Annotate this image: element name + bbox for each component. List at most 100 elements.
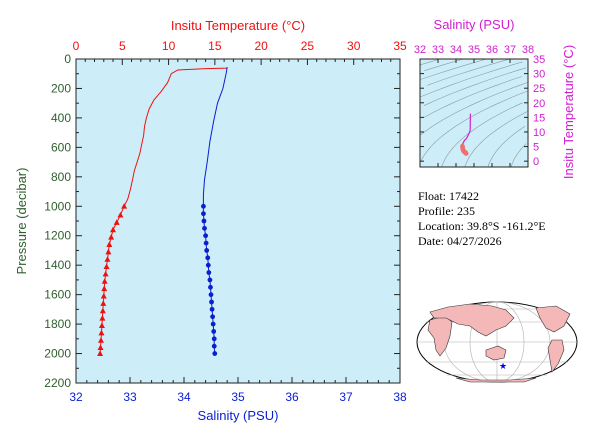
pressure-tick-label: 600	[51, 140, 71, 154]
plot-frame	[75, 58, 401, 384]
temperature-point	[110, 226, 117, 233]
temperature-point	[102, 270, 109, 277]
salinity-tick-label: 36	[285, 390, 299, 404]
landmass-north-america	[535, 305, 571, 333]
float-id-text: Float: 17422	[418, 189, 479, 203]
landmass-australia	[485, 345, 507, 361]
profile-chart: 0 5 10 15 20 25 30 35 32 33 34 35 36 37 38 0 200 400 600…	[14, 18, 407, 423]
temperature-point	[100, 300, 107, 306]
temperature-point	[121, 203, 128, 209]
temperature-point	[99, 307, 106, 314]
ts-salinity-tick-label: 32	[414, 44, 426, 56]
world-map: ★	[416, 301, 578, 383]
density-contour	[420, 58, 441, 66]
salinity-point	[203, 240, 209, 246]
ts-salinity-tick-labels: 32 33 34 35 36 37 38	[414, 44, 534, 56]
salinity-point	[205, 262, 211, 268]
ts-salinity-tick-label: 35	[468, 44, 480, 56]
salinity-tick-label: 35	[231, 390, 245, 404]
ts-salinity-tick-label: 34	[450, 44, 462, 56]
temperature-point	[103, 263, 110, 270]
main-series	[97, 67, 228, 356]
ts-salinity-tick-label: 38	[522, 44, 534, 56]
density-contour	[420, 61, 523, 98]
float-info: Float: 17422 Profile: 235 Location: 39.8…	[418, 189, 546, 248]
ts-temperature-tick-label: 10	[533, 127, 545, 139]
salinity-point	[211, 336, 217, 342]
ts-salinity-tick-label: 33	[432, 44, 444, 56]
pressure-tick-label: 1400	[44, 258, 71, 272]
temperature-tick-label: 35	[393, 39, 407, 53]
temperature-point	[97, 350, 104, 356]
salinity-point	[210, 321, 216, 327]
salinity-point	[206, 270, 212, 275]
temperature-point	[100, 292, 107, 299]
ts-temperature-tick-label: 0	[533, 156, 539, 168]
temperature-tick-label: 15	[208, 39, 222, 53]
landmass-antarctica	[455, 377, 537, 383]
salinity-point	[211, 343, 217, 349]
salinity-axis-label: Salinity (PSU)	[198, 408, 279, 423]
density-contour	[420, 90, 528, 162]
temperature-point	[108, 234, 115, 240]
ts-deep-point	[464, 151, 469, 156]
ts-temperature-tick-label: 35	[533, 54, 545, 66]
pressure-tick-label: 2200	[44, 376, 71, 390]
salinity-tick-labels: 32 33 34 35 36 37 38	[69, 390, 407, 404]
temperature-tick-label: 0	[73, 39, 80, 53]
salinity-point	[203, 233, 209, 239]
density-contour	[423, 67, 527, 106]
density-contour	[420, 58, 487, 80]
map-landmasses	[427, 303, 571, 383]
temperature-tick-label: 30	[347, 39, 361, 53]
pressure-tick-label: 800	[51, 170, 71, 184]
pressure-tick-label: 200	[51, 81, 71, 95]
salinity-point	[207, 277, 213, 283]
salinity-point	[211, 329, 217, 334]
float-location-marker: ★	[499, 361, 507, 371]
temperature-tick-label: 10	[162, 39, 176, 53]
salinity-point	[205, 255, 211, 261]
temperature-point	[106, 241, 113, 247]
salinity-point	[212, 351, 218, 356]
landmass-south-america	[547, 339, 565, 373]
temperature-point	[98, 322, 105, 328]
pressure-tick-labels: 0 200 400 600 800 1000 1200 1400 1600 1800 2000 220…	[44, 52, 71, 390]
density-contour	[423, 76, 522, 118]
salinity-point	[208, 284, 213, 290]
pressure-tick-label: 0	[64, 52, 71, 66]
pressure-tick-label: 2000	[44, 347, 71, 361]
temperature-point	[105, 248, 112, 255]
ts-temperature-tick-label: 25	[533, 83, 545, 95]
salinity-point	[209, 306, 215, 312]
salinity-point	[204, 248, 210, 253]
temperature-tick-labels: 0 5 10 15 20 25 30 35	[73, 39, 407, 53]
location-text: Location: 39.8°S -161.2°E	[418, 219, 546, 233]
pressure-axis-label: Pressure (decibar)	[14, 168, 29, 275]
pressure-tick-label: 1000	[44, 199, 71, 213]
salinity-tick-label: 32	[69, 390, 83, 404]
salinity-tick-label: 34	[177, 390, 191, 404]
temperature-point	[97, 337, 104, 343]
salinity-tick-label: 37	[339, 390, 353, 404]
salinity-point	[208, 292, 214, 298]
density-contour	[420, 82, 528, 136]
density-contours	[420, 58, 528, 168]
ts-temperature-axis-label: Insitu Temperature (°C)	[561, 45, 576, 179]
ts-plot-area	[420, 59, 528, 167]
pressure-tick-label: 400	[51, 111, 71, 125]
density-contour	[510, 143, 527, 168]
temperature-point	[101, 285, 108, 292]
salinity-point	[201, 211, 206, 217]
density-contour	[487, 125, 526, 168]
ts-series	[460, 113, 471, 156]
density-contour	[441, 102, 523, 168]
ts-temperature-tick-labels: 0 5 10 15 20 25 30 35	[533, 54, 545, 168]
date-text: Date: 04/27/2026	[418, 234, 502, 248]
salinity-tick-label: 38	[393, 390, 407, 404]
salinity-point	[201, 218, 207, 224]
temperature-axis-label: Insitu Temperature (°C)	[171, 18, 305, 33]
ts-salinity-tick-label: 37	[504, 44, 516, 56]
salinity-point	[201, 203, 206, 209]
